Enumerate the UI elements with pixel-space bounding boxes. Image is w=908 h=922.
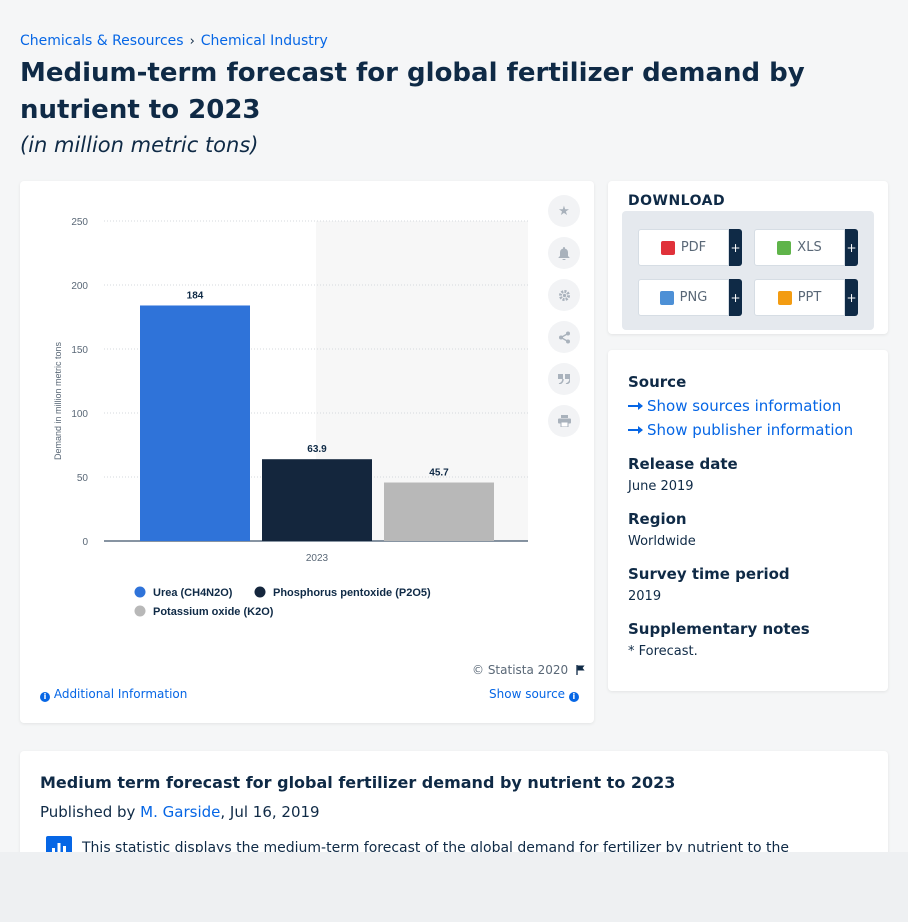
x-tick-label: 2023 xyxy=(306,553,329,564)
chart-tools: ★ xyxy=(548,195,580,447)
survey-period-value: 2019 xyxy=(628,589,662,604)
published-by-label: Published by xyxy=(40,803,136,821)
ppt-file-icon xyxy=(777,290,792,305)
page-title: Medium-term forecast for global fertiliz… xyxy=(20,58,805,125)
gear-icon[interactable] xyxy=(548,279,580,311)
download-ppt-main[interactable]: PPT xyxy=(754,279,845,316)
copyright-text: © Statista 2020 xyxy=(472,663,586,677)
legend-label: Potassium oxide (K2O) xyxy=(153,606,274,618)
share-icon[interactable] xyxy=(548,321,580,353)
show-source-label: Show source xyxy=(489,687,566,701)
download-ppt-label: PPT xyxy=(797,290,822,305)
published-by: Published by M. Garside, Jul 16, 2019 xyxy=(40,803,320,821)
show-source-link[interactable]: Show source i xyxy=(489,687,579,702)
breadcrumb-separator: › xyxy=(189,33,195,49)
data-label: 63.9 xyxy=(307,444,327,455)
description-card: Medium term forecast for global fertiliz… xyxy=(20,751,888,862)
download-pdf-label: PDF xyxy=(680,240,707,255)
download-ppt-plus[interactable]: + xyxy=(845,279,858,316)
download-card: DOWNLOAD PDF + XLS + PNG + xyxy=(608,181,888,334)
y-tick-label: 150 xyxy=(71,345,88,356)
breadcrumb-link-chemical-industry[interactable]: Chemical Industry xyxy=(200,33,328,49)
bell-icon[interactable] xyxy=(548,237,580,269)
meta-card: Source Show sources information Show pub… xyxy=(608,350,888,691)
download-pdf-button[interactable]: PDF + xyxy=(638,229,742,266)
png-file-icon xyxy=(659,290,674,305)
supplementary-notes-value: * Forecast. xyxy=(628,644,698,659)
additional-info-label: Additional Information xyxy=(53,687,188,701)
download-png-main[interactable]: PNG xyxy=(638,279,729,316)
download-heading: DOWNLOAD xyxy=(628,193,726,209)
publish-date: , Jul 16, 2019 xyxy=(220,803,320,821)
data-label: 184 xyxy=(187,290,204,301)
author-link[interactable]: M. Garside xyxy=(140,803,221,821)
download-button-group: PDF + XLS + PNG + PPT + xyxy=(622,211,874,330)
legend-label: Phosphorus pentoxide (P2O5) xyxy=(273,587,431,599)
show-publisher-link[interactable]: Show publisher information xyxy=(628,421,853,439)
bar-chart: 0 50 100 150 200 250 Demand in million metric … xyxy=(53,217,528,618)
data-label: 45.7 xyxy=(429,468,449,479)
star-icon[interactable]: ★ xyxy=(548,195,580,227)
download-xls-label: XLS xyxy=(797,240,822,255)
download-pdf-plus[interactable]: + xyxy=(729,229,742,266)
y-tick-label: 200 xyxy=(71,281,88,292)
bar-2 xyxy=(384,482,494,541)
pdf-file-icon xyxy=(660,240,675,255)
show-sources-label: Show sources information xyxy=(647,397,842,415)
download-png-plus[interactable]: + xyxy=(729,279,742,316)
legend-marker xyxy=(254,586,266,598)
page-subtitle: (in million metric tons) xyxy=(20,133,259,157)
source-label: Source xyxy=(628,373,687,391)
region-label: Region xyxy=(628,510,687,528)
arrow-right-icon xyxy=(628,426,643,434)
quote-icon[interactable] xyxy=(548,363,580,395)
download-xls-plus[interactable]: + xyxy=(845,229,858,266)
y-tick-label: 50 xyxy=(77,473,89,484)
description-title: Medium term forecast for global fertiliz… xyxy=(40,773,676,792)
flag-icon[interactable] xyxy=(576,665,586,675)
show-publisher-label: Show publisher information xyxy=(647,421,854,439)
bottom-bar xyxy=(0,852,908,922)
download-xls-button[interactable]: XLS + xyxy=(754,229,858,266)
arrow-right-icon xyxy=(628,402,643,410)
additional-info-link[interactable]: i Additional Information xyxy=(40,687,187,702)
xls-file-icon xyxy=(777,240,792,255)
bar-1 xyxy=(262,459,372,541)
download-ppt-button[interactable]: PPT + xyxy=(754,279,858,316)
y-tick-label: 0 xyxy=(82,537,88,548)
region-value: Worldwide xyxy=(628,534,696,549)
legend-label: Urea (CH4N2O) xyxy=(153,587,233,599)
copyright-label: © Statista 2020 xyxy=(472,663,569,677)
release-date-label: Release date xyxy=(628,455,738,473)
bar-0 xyxy=(140,305,250,541)
show-sources-link[interactable]: Show sources information xyxy=(628,397,841,415)
print-icon[interactable] xyxy=(548,405,580,437)
survey-period-label: Survey time period xyxy=(628,565,790,583)
breadcrumb: Chemicals & Resources › Chemical Industr… xyxy=(20,33,328,49)
legend-marker xyxy=(134,586,146,598)
info-icon: i xyxy=(40,692,50,702)
release-date-value: June 2019 xyxy=(628,479,694,494)
info-icon: i xyxy=(568,692,579,702)
y-tick-label: 100 xyxy=(71,409,88,420)
y-tick-label: 250 xyxy=(71,217,88,228)
chart-card: 0 50 100 150 200 250 Demand in million metric … xyxy=(20,181,594,723)
download-pdf-main[interactable]: PDF xyxy=(638,229,729,266)
supplementary-notes-label: Supplementary notes xyxy=(628,620,810,638)
breadcrumb-link-chemicals[interactable]: Chemicals & Resources xyxy=(20,33,184,49)
download-png-label: PNG xyxy=(679,290,708,305)
download-png-button[interactable]: PNG + xyxy=(638,279,742,316)
y-axis-label: Demand in million metric tons xyxy=(53,341,63,460)
legend-marker xyxy=(134,605,146,617)
download-xls-main[interactable]: XLS xyxy=(754,229,845,266)
